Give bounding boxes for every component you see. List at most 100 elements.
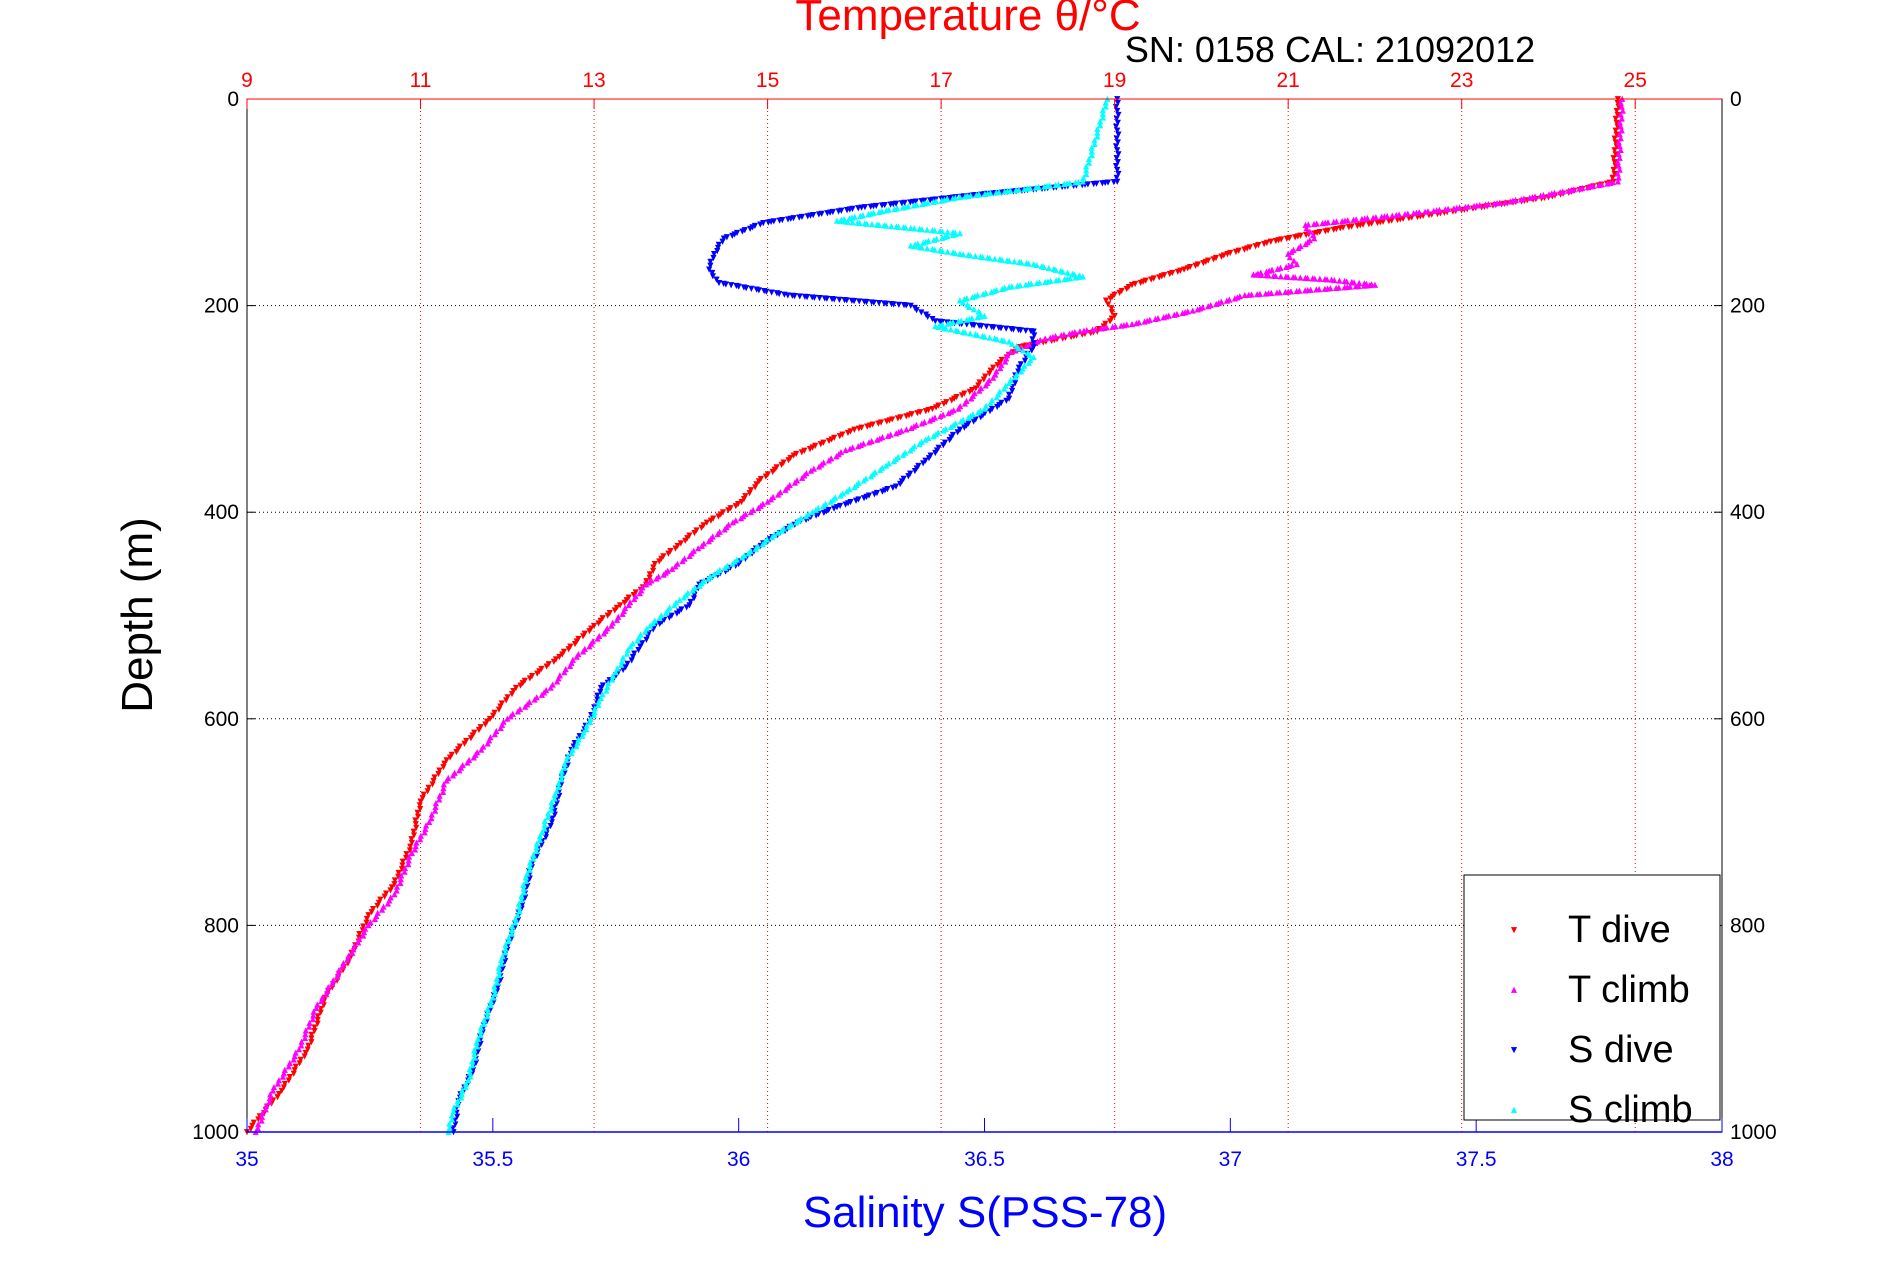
point-s-dive: [890, 301, 897, 308]
point-s-dive: [895, 301, 902, 308]
point-s-climb: [489, 994, 496, 1001]
point-t-climb: [1410, 210, 1417, 217]
point-t-dive: [1292, 234, 1299, 241]
point-t-climb: [594, 635, 601, 642]
point-t-dive: [275, 1090, 283, 1098]
point-s-climb: [979, 253, 986, 261]
point-s-climb: [809, 508, 816, 516]
point-s-climb: [553, 787, 560, 795]
point-t-climb: [1321, 285, 1328, 292]
point-t-climb: [908, 424, 915, 431]
point-s-dive: [1112, 162, 1120, 170]
point-t-dive: [302, 1049, 309, 1057]
chart-subtitle: SN: 0158 CAL: 21092012: [1125, 29, 1535, 70]
point-t-climb: [976, 387, 983, 394]
point-t-dive: [651, 560, 658, 568]
point-s-climb: [656, 614, 663, 621]
point-s-dive: [1112, 143, 1120, 150]
point-t-dive: [430, 777, 437, 785]
y-tick-label-right: 800: [1730, 914, 1765, 937]
point-s-dive: [551, 811, 558, 818]
point-t-dive: [495, 706, 503, 713]
point-t-dive: [290, 1070, 297, 1077]
point-s-climb: [1033, 261, 1040, 269]
point-t-dive: [1322, 228, 1329, 235]
point-s-dive: [666, 614, 673, 621]
point-s-climb: [974, 314, 981, 321]
point-t-dive: [844, 429, 852, 437]
point-t-climb: [428, 815, 435, 822]
point-s-climb: [609, 676, 616, 683]
point-t-climb: [1109, 323, 1116, 330]
point-s-climb: [846, 486, 853, 493]
point-s-climb: [967, 252, 974, 259]
point-t-climb: [1502, 199, 1509, 206]
point-s-dive: [860, 495, 868, 502]
point-s-climb: [975, 409, 982, 416]
point-s-dive: [791, 293, 798, 300]
point-s-climb: [851, 483, 858, 491]
point-s-climb: [793, 519, 800, 526]
point-s-climb: [970, 306, 978, 313]
point-s-climb: [759, 541, 766, 548]
point-t-dive: [914, 410, 921, 417]
point-s-dive: [1010, 326, 1017, 333]
point-s-climb: [920, 239, 927, 246]
point-t-climb: [1002, 358, 1009, 365]
point-t-dive: [732, 503, 739, 510]
point-s-dive: [1030, 344, 1037, 351]
point-s-climb: [1052, 181, 1059, 189]
point-s-climb: [548, 806, 555, 813]
point-t-climb: [825, 457, 833, 464]
point-s-climb: [1097, 122, 1104, 129]
legend-marker-t-climb: [1510, 986, 1518, 993]
point-t-dive: [377, 896, 384, 903]
point-t-climb: [1401, 211, 1409, 218]
point-t-climb: [1507, 198, 1514, 205]
point-s-dive: [635, 647, 642, 654]
point-s-dive: [836, 296, 843, 303]
point-s-dive: [629, 653, 637, 661]
point-s-dive: [1114, 107, 1121, 115]
point-s-climb: [493, 979, 501, 986]
point-s-climb: [1088, 152, 1095, 159]
temperature-tick-label: 17: [929, 69, 952, 92]
point-s-dive: [715, 241, 722, 248]
point-t-climb: [1179, 310, 1186, 317]
point-t-dive: [424, 788, 431, 795]
point-s-climb: [930, 198, 937, 205]
point-s-climb: [843, 488, 850, 495]
point-s-dive: [983, 323, 990, 330]
point-t-dive: [1613, 131, 1620, 138]
point-t-dive: [1108, 305, 1115, 312]
point-s-dive: [1114, 119, 1121, 126]
point-t-dive: [1148, 276, 1155, 283]
point-s-climb: [1094, 133, 1101, 140]
point-s-climb: [1083, 170, 1090, 178]
point-t-dive: [416, 802, 423, 809]
point-t-climb: [846, 445, 854, 452]
point-s-dive: [1113, 115, 1120, 122]
point-s-climb: [471, 1054, 478, 1061]
point-t-dive: [408, 839, 415, 847]
point-s-climb: [981, 405, 988, 412]
point-s-dive: [1114, 147, 1121, 154]
point-s-climb: [935, 323, 942, 330]
point-t-climb: [266, 1098, 273, 1105]
point-t-dive: [311, 1028, 318, 1035]
point-s-climb: [676, 596, 683, 603]
series-s-dive: [449, 96, 1122, 1136]
point-t-dive: [414, 809, 421, 816]
point-t-dive: [399, 862, 406, 869]
temperature-tick-label: 21: [1276, 69, 1299, 92]
point-t-climb: [1378, 213, 1385, 220]
point-t-dive: [491, 709, 498, 716]
salinity-tick-label: 35.5: [472, 1148, 513, 1171]
point-t-dive: [1232, 248, 1240, 255]
point-t-dive: [308, 1039, 315, 1046]
point-t-dive: [1252, 243, 1259, 250]
salinity-tick-label: 36: [727, 1148, 750, 1171]
point-s-climb: [849, 219, 856, 226]
point-s-climb: [778, 527, 785, 534]
